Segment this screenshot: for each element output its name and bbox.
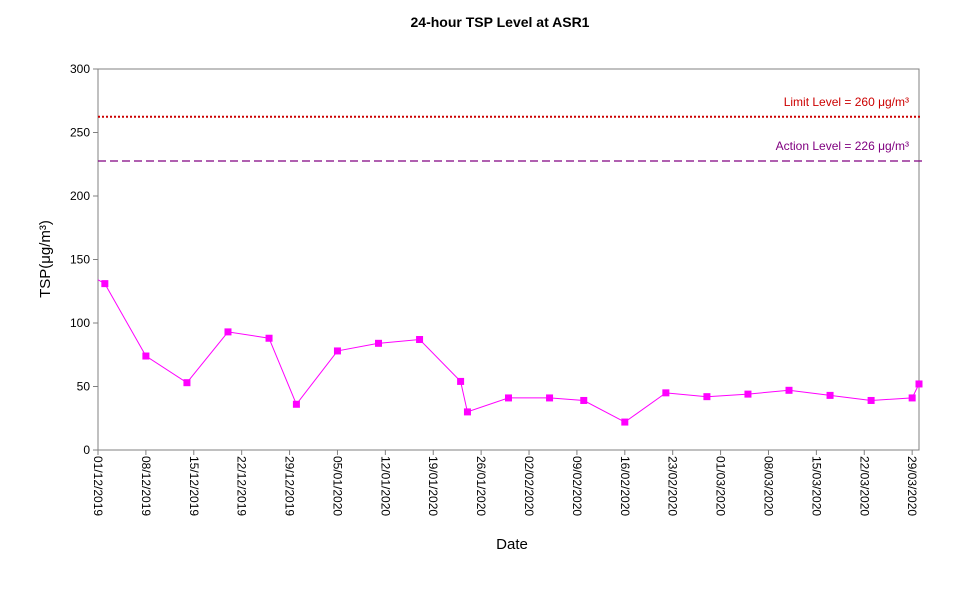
data-point <box>915 380 923 388</box>
action-level-label: Action Level = 226 μg/m³ <box>776 139 909 153</box>
data-point <box>505 394 512 402</box>
reference-lines: Limit Level = 260 μg/m³ Action Level = 22… <box>98 95 922 162</box>
data-point <box>375 339 383 347</box>
x-tick-label: 26/01/2020 <box>474 456 488 516</box>
series-group <box>97 279 923 426</box>
x-tick-label: 29/12/2019 <box>283 456 297 516</box>
series-line <box>97 279 920 423</box>
x-tick-label: 08/03/2020 <box>761 456 775 516</box>
y-tick-label: 150 <box>70 253 90 267</box>
x-tick-label: 29/03/2020 <box>905 456 919 516</box>
y-tick-label: 50 <box>77 380 91 394</box>
x-axis-label: Date <box>496 536 528 553</box>
x-tick-label: 01/03/2020 <box>714 456 728 516</box>
y-tick-label: 300 <box>70 62 90 76</box>
x-tick-label: 15/12/2019 <box>187 456 201 516</box>
y-tick-label: 100 <box>70 316 90 330</box>
data-point <box>457 377 465 385</box>
x-tick-label: 22/12/2019 <box>235 456 249 516</box>
x-tick-label: 23/02/2020 <box>666 456 680 516</box>
x-axis: 01/12/2019 08/12/2019 15/12/2019 22/12/2019… <box>91 450 919 516</box>
x-tick-label: 12/01/2020 <box>378 456 392 516</box>
data-point <box>224 328 232 336</box>
x-tick-label: 01/12/2019 <box>91 456 105 516</box>
data-point <box>662 389 670 397</box>
y-axis-label: TSP(μg/m³) <box>37 220 54 298</box>
data-point <box>826 391 834 399</box>
y-axis: 0 50 100 150 200 250 300 <box>70 62 98 457</box>
y-tick-label: 200 <box>70 189 90 203</box>
data-point <box>416 336 424 344</box>
chart-title: 24-hour TSP Level at ASR1 <box>411 14 590 30</box>
data-point <box>333 347 341 355</box>
x-tick-label: 05/01/2020 <box>330 456 344 516</box>
limit-level-label: Limit Level = 260 μg/m³ <box>784 95 909 109</box>
y-tick-label: 250 <box>70 126 90 140</box>
x-tick-label: 08/12/2019 <box>139 456 153 516</box>
data-point <box>744 390 752 398</box>
data-point <box>265 334 273 342</box>
x-tick-label: 16/02/2020 <box>618 456 632 516</box>
data-point <box>703 393 711 401</box>
y-tick-label: 0 <box>83 443 90 457</box>
data-point <box>785 386 793 394</box>
x-tick-label: 19/01/2020 <box>426 456 440 516</box>
data-point <box>292 400 300 408</box>
data-point <box>463 408 471 416</box>
data-point <box>142 352 150 360</box>
data-point <box>580 396 588 404</box>
data-point <box>101 280 109 288</box>
x-tick-label: 02/02/2020 <box>522 456 536 516</box>
x-tick-label: 22/03/2020 <box>857 456 871 516</box>
data-point <box>908 394 916 402</box>
data-point <box>867 396 875 404</box>
plot-area <box>97 68 920 451</box>
data-point <box>183 379 191 387</box>
data-point <box>546 394 554 402</box>
data-point <box>621 418 629 426</box>
x-tick-label: 15/03/2020 <box>809 456 823 516</box>
x-tick-label: 09/02/2020 <box>570 456 584 516</box>
